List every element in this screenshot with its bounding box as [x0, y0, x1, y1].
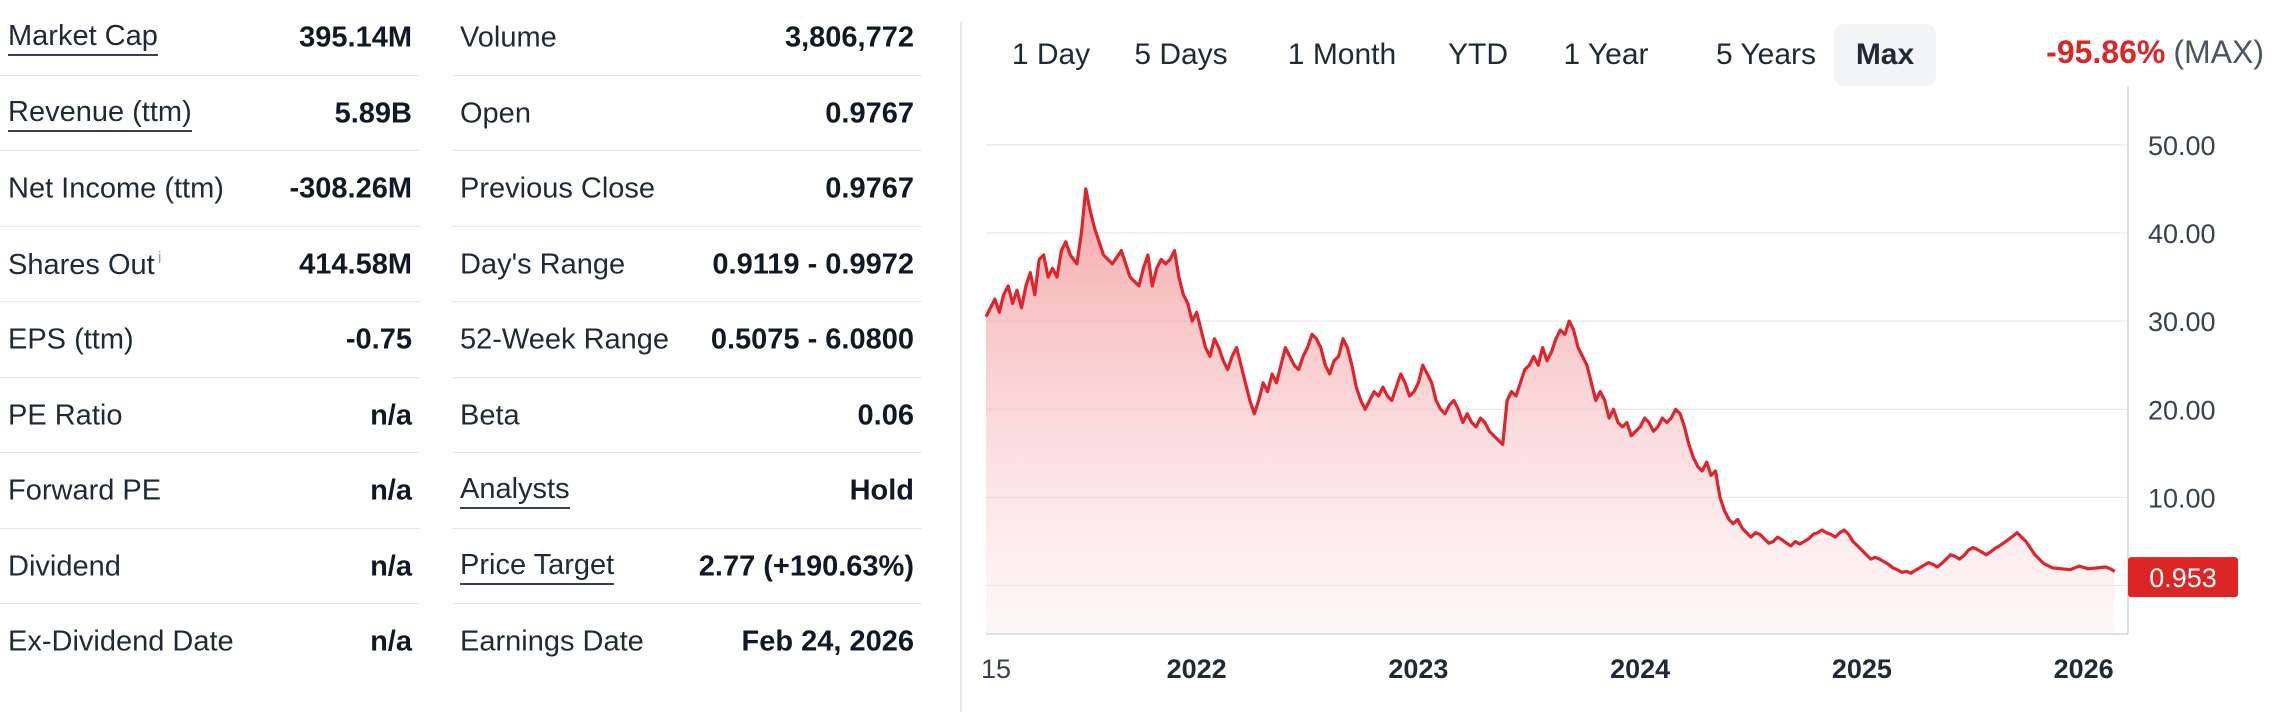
stat-value-volume: 3,806,772	[784, 21, 914, 54]
tab-5-years[interactable]: 5 Years	[1715, 38, 1817, 71]
stats-table-right: Volume 3,806,772 Open 0.9767 Previous Cl…	[452, 0, 922, 680]
stat-value-beta: 0.06	[857, 399, 914, 431]
stat-value-open: 0.9767	[825, 97, 914, 129]
stat-label-ex-dividend-date: Ex-Dividend Date	[8, 625, 234, 658]
stat-row-price-target: Price Target 2.77 (+190.63%)	[452, 529, 922, 604]
tab-1-month[interactable]: 1 Month	[1287, 38, 1397, 71]
x-tick-label: 2025	[1832, 654, 1892, 684]
y-tick-label: 30.00	[2148, 307, 2216, 337]
tab-max[interactable]: Max	[1834, 24, 1936, 86]
price-change-percent: -95.86%	[2046, 34, 2166, 70]
x-tick-label: 2023	[1388, 654, 1448, 684]
stat-row-pe-ratio: PE Ratio n/a	[0, 378, 420, 453]
stat-label-beta: Beta	[460, 399, 520, 431]
stats-table-left: Market Cap 395.14M Revenue (ttm) 5.89B N…	[0, 0, 420, 680]
stat-label-days-range: Day's Range	[460, 248, 626, 280]
stat-label-market-cap[interactable]: Market Cap	[8, 20, 158, 56]
stat-row-52-week-range: 52-Week Range 0.5075 - 6.0800	[452, 302, 922, 378]
tab-ytd[interactable]: YTD	[1448, 38, 1508, 71]
stat-value-52-week-range: 0.5075 - 6.0800	[710, 323, 914, 356]
stat-value-shares-out: 414.58M	[299, 248, 412, 280]
stat-value-earnings-date: Feb 24, 2026	[741, 625, 915, 658]
stat-value-market-cap: 395.14M	[299, 21, 412, 54]
stat-value-dividend: n/a	[370, 550, 412, 582]
stat-label-net-income: Net Income (ttm)	[8, 172, 224, 205]
y-tick-label: 10.00	[2148, 483, 2216, 513]
stat-row-shares-out: Shares Out i 414.58M	[0, 227, 420, 302]
stat-row-earnings-date: Earnings Date Feb 24, 2026	[452, 604, 922, 680]
price-change: -95.86% (MAX)	[2046, 34, 2264, 71]
stat-value-eps: -0.75	[345, 323, 412, 356]
y-tick-label: 40.00	[2148, 219, 2216, 249]
tab-1-year[interactable]: 1 Year	[1563, 38, 1649, 71]
price-change-period: (MAX)	[2173, 34, 2264, 70]
stat-label-52-week-range: 52-Week Range	[460, 323, 670, 356]
stat-row-analysts: Analysts Hold	[452, 453, 922, 529]
stat-row-eps: EPS (ttm) -0.75	[0, 302, 420, 378]
stat-value-net-income: -308.26M	[289, 172, 412, 205]
x-tick-label: 2026	[2054, 654, 2114, 684]
stat-label-previous-close: Previous Close	[460, 172, 656, 205]
stat-row-days-range: Day's Range 0.9119 - 0.9972	[452, 227, 922, 302]
stat-row-open: Open 0.9767	[452, 76, 922, 151]
stat-row-volume: Volume 3,806,772	[452, 0, 922, 76]
tab-1-day[interactable]: 1 Day	[1011, 38, 1091, 71]
last-price-label: 0.953	[2149, 563, 2217, 593]
x-tick-label: 15	[981, 654, 1011, 684]
stat-row-ex-dividend-date: Ex-Dividend Date n/a	[0, 604, 420, 680]
stat-value-revenue: 5.89B	[334, 97, 412, 129]
stat-label-analysts[interactable]: Analysts	[460, 473, 570, 509]
column-divider	[960, 22, 962, 712]
stat-row-net-income: Net Income (ttm) -308.26M	[0, 151, 420, 227]
stat-value-previous-close: 0.9767	[825, 172, 914, 205]
stat-value-price-target: 2.77 (+190.63%)	[698, 550, 914, 582]
stat-label-revenue[interactable]: Revenue (ttm)	[8, 96, 192, 132]
stat-row-beta: Beta 0.06	[452, 378, 922, 453]
stat-label-open: Open	[460, 97, 531, 129]
y-tick-label: 50.00	[2148, 131, 2216, 161]
stat-label-eps: EPS (ttm)	[8, 323, 134, 356]
stat-row-previous-close: Previous Close 0.9767	[452, 151, 922, 227]
stat-label-price-target[interactable]: Price Target	[460, 549, 615, 585]
price-line	[984, 187, 2116, 575]
info-icon[interactable]: i	[157, 247, 162, 267]
stat-label-earnings-date: Earnings Date	[460, 625, 644, 658]
stat-value-forward-pe: n/a	[370, 474, 412, 507]
stat-value-analysts: Hold	[849, 474, 914, 507]
price-area	[986, 188, 2115, 634]
stat-row-market-cap: Market Cap 395.14M	[0, 0, 420, 76]
stat-label-dividend: Dividend	[8, 550, 121, 582]
stat-value-days-range: 0.9119 - 0.9972	[712, 248, 914, 280]
stat-label-shares-out: Shares Out i	[8, 248, 161, 282]
stat-value-ex-dividend-date: n/a	[370, 625, 412, 658]
stat-row-revenue: Revenue (ttm) 5.89B	[0, 76, 420, 151]
stat-label-pe-ratio: PE Ratio	[8, 399, 123, 431]
stat-label-forward-pe: Forward PE	[8, 474, 162, 507]
stat-value-pe-ratio: n/a	[370, 399, 412, 431]
x-tick-label: 2022	[1167, 654, 1227, 684]
stat-row-forward-pe: Forward PE n/a	[0, 453, 420, 529]
x-tick-label: 2024	[1610, 654, 1670, 684]
stat-label-shares-out-text: Shares Out	[8, 248, 155, 281]
stat-label-volume: Volume	[460, 21, 557, 54]
stat-row-dividend: Dividend n/a	[0, 529, 420, 604]
y-tick-label: 20.00	[2148, 395, 2216, 425]
tab-5-days[interactable]: 5 Days	[1134, 38, 1228, 71]
last-price-badge	[2128, 557, 2238, 598]
price-chart[interactable]: 50.00 40.00 30.00 20.00 10.00 15 2022 2023 2024…	[970, 86, 2270, 712]
